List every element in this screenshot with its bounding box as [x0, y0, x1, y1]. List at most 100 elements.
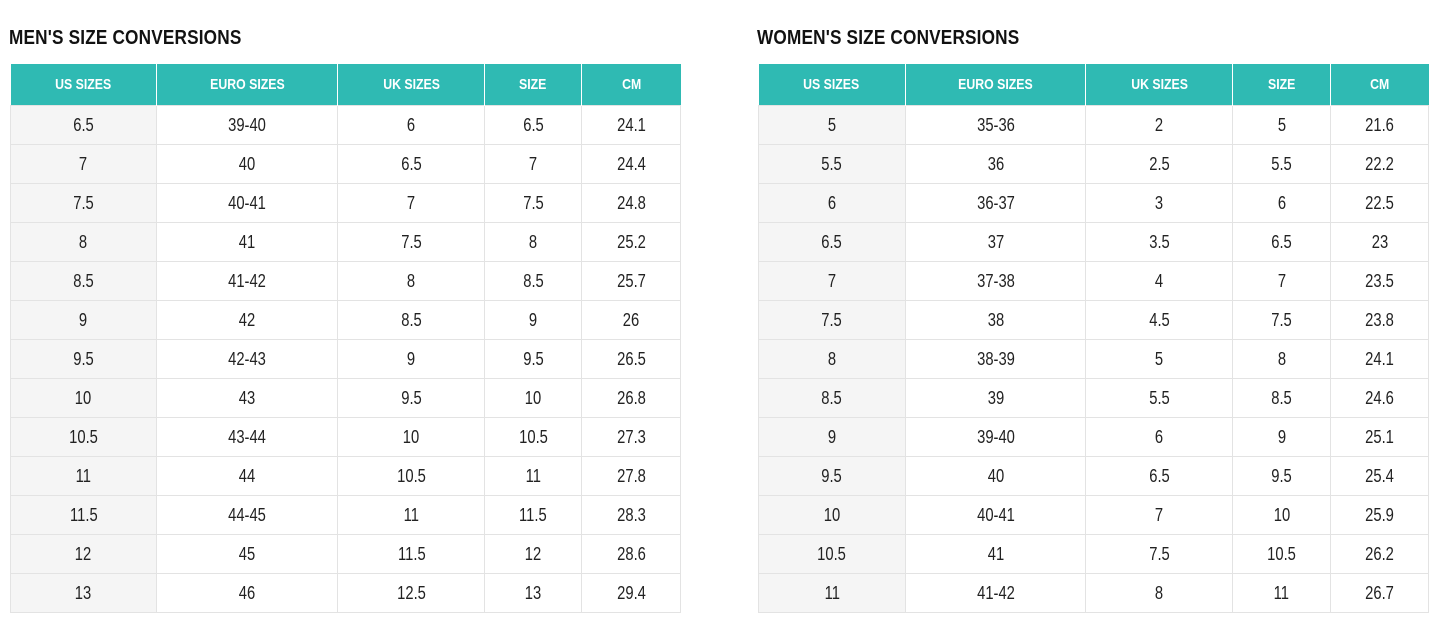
cell-value: 42	[238, 309, 256, 330]
cell-size: 5.5	[1232, 144, 1332, 184]
cell-size: 11	[484, 456, 583, 496]
cell-uk-size: 2	[1085, 105, 1234, 145]
table-row: 10.5 41 7.5 10.5 26.2	[758, 534, 1429, 574]
cell-value: 7	[79, 153, 88, 174]
cell-value: 7.5	[401, 231, 422, 252]
cell-uk-size: 6.5	[1085, 456, 1234, 496]
cell-us-size: 11	[758, 573, 906, 613]
cell-value: 8	[529, 231, 538, 252]
men-table-body: 6.5 39-40 6 6.5 24.1 7 40 6.5 7 24.4 7.5 40-41 7 7.5 2…	[10, 105, 681, 613]
table-row: 9.5 42-43 9 9.5 26.5	[10, 339, 681, 379]
cell-cm: 24.1	[581, 105, 681, 145]
cell-value: 10.5	[1267, 543, 1297, 564]
cell-uk-size: 7	[337, 183, 486, 223]
cell-us-size: 5	[758, 105, 906, 145]
women-size-title: WOMEN'S SIZE CONVERSIONS	[757, 27, 1020, 49]
cell-size: 10.5	[1232, 534, 1332, 574]
column-header-cm: CM	[1330, 64, 1429, 106]
cell-us-size: 11	[10, 456, 157, 496]
cell-euro-size: 41	[904, 534, 1087, 574]
cell-value: 6.5	[401, 153, 422, 174]
cell-value: 12	[75, 543, 92, 564]
cell-size: 13	[484, 573, 583, 613]
cell-size: 9	[1232, 417, 1332, 457]
cell-value: 6.5	[522, 114, 544, 135]
cell-value: 26.2	[1365, 543, 1394, 564]
cell-euro-size: 43-44	[155, 417, 339, 457]
cell-value: 36	[987, 153, 1004, 174]
women-size-table: US SIZES EURO SIZES UK SIZES SIZE CM 5 35-36 2…	[758, 64, 1429, 613]
cell-value: 26.8	[616, 387, 646, 408]
cell-cm: 21.6	[1330, 105, 1429, 145]
cell-value: 39-40	[228, 114, 266, 135]
cell-value: 8	[1155, 582, 1164, 603]
cell-size: 11.5	[484, 495, 583, 535]
table-row: 7 40 6.5 7 24.4	[10, 144, 681, 184]
column-header-label: US SIZES	[55, 76, 112, 93]
cell-value: 11	[1273, 582, 1290, 603]
cell-value: 7.5	[522, 192, 544, 213]
cell-us-size: 9.5	[758, 456, 906, 496]
cell-value: 9	[407, 348, 416, 369]
table-row: 8 41 7.5 8 25.2	[10, 222, 681, 262]
cell-size: 8	[1232, 339, 1332, 379]
cell-size: 8	[484, 222, 583, 262]
cell-value: 4	[1155, 270, 1164, 291]
cell-uk-size: 10	[337, 417, 486, 457]
column-header-label: US SIZES	[803, 76, 860, 93]
cell-value: 7.5	[73, 192, 94, 213]
header-row: US SIZES EURO SIZES UK SIZES SIZE CM	[758, 64, 1429, 106]
cell-value: 27.3	[616, 426, 646, 447]
cell-value: 9	[1277, 426, 1286, 447]
cell-value: 2	[1155, 114, 1164, 135]
cell-euro-size: 38	[904, 300, 1087, 340]
table-row: 6.5 39-40 6 6.5 24.1	[10, 105, 681, 145]
cell-size: 7.5	[484, 183, 583, 223]
cell-value: 8	[79, 231, 88, 252]
cell-value: 25.4	[1365, 465, 1394, 486]
men-table-header: US SIZES EURO SIZES UK SIZES SIZE CM	[10, 64, 681, 106]
table-row: 5.5 36 2.5 5.5 22.2	[758, 144, 1429, 184]
cell-size: 11	[1232, 573, 1332, 613]
cell-value: 8.5	[401, 309, 422, 330]
cell-value: 6	[407, 114, 416, 135]
cell-uk-size: 3.5	[1085, 222, 1234, 262]
cell-euro-size: 41-42	[904, 573, 1087, 613]
table-row: 9 39-40 6 9 25.1	[758, 417, 1429, 457]
cell-euro-size: 40-41	[904, 495, 1087, 535]
cell-euro-size: 43	[155, 378, 339, 418]
cell-cm: 22.2	[1330, 144, 1429, 184]
cell-value: 10	[524, 387, 542, 408]
cell-cm: 26.5	[581, 339, 681, 379]
cell-value: 24.8	[616, 192, 646, 213]
column-header-size: SIZE	[1232, 64, 1332, 106]
table-row: 5 35-36 2 5 21.6	[758, 105, 1429, 145]
cell-value: 7	[1277, 270, 1286, 291]
cell-euro-size: 41	[155, 222, 339, 262]
cell-uk-size: 9	[337, 339, 486, 379]
cell-uk-size: 6	[337, 105, 486, 145]
men-size-table: US SIZES EURO SIZES UK SIZES SIZE CM 6.5 39-4…	[10, 64, 681, 613]
table-row: 10 43 9.5 10 26.8	[10, 378, 681, 418]
cell-uk-size: 8	[337, 261, 486, 301]
cell-value: 5	[1155, 348, 1164, 369]
cell-value: 28.6	[616, 543, 646, 564]
cell-value: 39-40	[976, 426, 1015, 447]
cell-cm: 22.5	[1330, 183, 1429, 223]
cell-value: 38	[987, 309, 1004, 330]
cell-value: 2.5	[1149, 153, 1170, 174]
cell-value: 7.5	[821, 309, 843, 330]
cell-cm: 25.9	[1330, 495, 1429, 535]
cell-value: 28.3	[616, 504, 646, 525]
cell-value: 12	[524, 543, 542, 564]
cell-value: 41-42	[976, 582, 1015, 603]
column-header-label: UK SIZES	[382, 76, 440, 93]
cell-us-size: 9	[758, 417, 906, 457]
cell-us-size: 9.5	[10, 339, 157, 379]
cell-value: 46	[238, 582, 256, 603]
women-table-header: US SIZES EURO SIZES UK SIZES SIZE CM	[758, 64, 1429, 106]
cell-us-size: 6	[758, 183, 906, 223]
cell-cm: 26	[581, 300, 681, 340]
cell-uk-size: 7.5	[337, 222, 486, 262]
cell-us-size: 7.5	[10, 183, 157, 223]
